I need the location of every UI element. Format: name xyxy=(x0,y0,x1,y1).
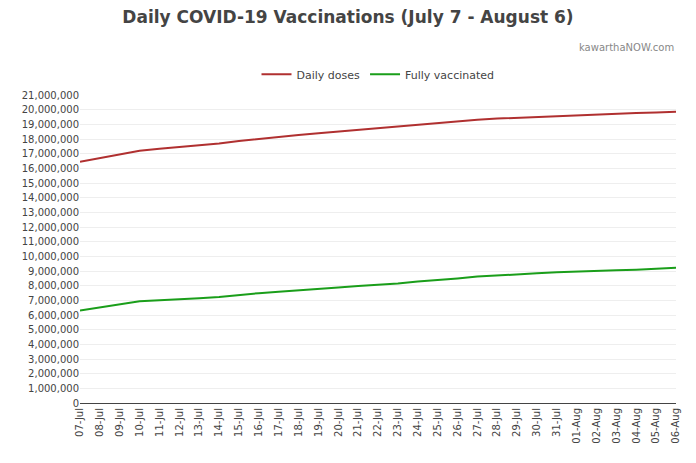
svg-text:01-Aug: 01-Aug xyxy=(571,408,582,444)
svg-text:06-Aug: 06-Aug xyxy=(670,408,681,444)
svg-text:kawarthaNOW.com: kawarthaNOW.com xyxy=(579,42,674,53)
svg-text:21,000,000: 21,000,000 xyxy=(22,90,79,101)
svg-text:7,000,000: 7,000,000 xyxy=(28,295,79,306)
svg-text:10-Jul: 10-Jul xyxy=(134,408,145,437)
svg-text:13,000,000: 13,000,000 xyxy=(22,207,79,218)
svg-text:1,000,000: 1,000,000 xyxy=(28,383,79,394)
svg-text:03-Aug: 03-Aug xyxy=(611,408,622,444)
svg-text:09-Jul: 09-Jul xyxy=(114,408,125,437)
svg-text:20-Jul: 20-Jul xyxy=(333,408,344,437)
svg-text:4,000,000: 4,000,000 xyxy=(28,339,79,350)
svg-text:02-Aug: 02-Aug xyxy=(591,408,602,444)
svg-text:10,000,000: 10,000,000 xyxy=(22,251,79,262)
svg-text:11-Jul: 11-Jul xyxy=(154,408,165,437)
svg-text:19-Jul: 19-Jul xyxy=(313,408,324,437)
svg-text:23-Jul: 23-Jul xyxy=(392,408,403,437)
svg-text:19,000,000: 19,000,000 xyxy=(22,119,79,130)
svg-text:18-Jul: 18-Jul xyxy=(293,408,304,437)
svg-text:17,000,000: 17,000,000 xyxy=(22,148,79,159)
svg-text:17-Jul: 17-Jul xyxy=(273,408,284,437)
svg-text:18,000,000: 18,000,000 xyxy=(22,134,79,145)
svg-text:12,000,000: 12,000,000 xyxy=(22,222,79,233)
svg-text:31-Jul: 31-Jul xyxy=(551,408,562,437)
svg-text:16-Jul: 16-Jul xyxy=(253,408,264,437)
svg-text:20,000,000: 20,000,000 xyxy=(22,104,79,115)
svg-text:21-Jul: 21-Jul xyxy=(352,408,363,437)
svg-text:04-Aug: 04-Aug xyxy=(631,408,642,444)
svg-text:12-Jul: 12-Jul xyxy=(174,408,185,437)
svg-text:22-Jul: 22-Jul xyxy=(372,408,383,437)
svg-text:07-Jul: 07-Jul xyxy=(74,408,85,437)
svg-text:2,000,000: 2,000,000 xyxy=(28,368,79,379)
svg-text:13-Jul: 13-Jul xyxy=(193,408,204,437)
svg-text:14-Jul: 14-Jul xyxy=(213,408,224,437)
svg-text:08-Jul: 08-Jul xyxy=(94,408,105,437)
svg-text:Daily COVID-19 Vaccinations (J: Daily COVID-19 Vaccinations (July 7 - Au… xyxy=(122,7,573,27)
svg-text:05-Aug: 05-Aug xyxy=(650,408,661,444)
svg-text:14,000,000: 14,000,000 xyxy=(22,192,79,203)
svg-text:0: 0 xyxy=(73,398,79,409)
svg-text:9,000,000: 9,000,000 xyxy=(28,266,79,277)
svg-text:15,000,000: 15,000,000 xyxy=(22,178,79,189)
svg-text:30-Jul: 30-Jul xyxy=(531,408,542,437)
svg-text:6,000,000: 6,000,000 xyxy=(28,310,79,321)
svg-text:24-Jul: 24-Jul xyxy=(412,408,423,437)
svg-text:29-Jul: 29-Jul xyxy=(511,408,522,437)
svg-text:Daily doses: Daily doses xyxy=(297,69,361,82)
svg-text:5,000,000: 5,000,000 xyxy=(28,324,79,335)
svg-text:11,000,000: 11,000,000 xyxy=(22,236,79,247)
svg-text:26-Jul: 26-Jul xyxy=(452,408,463,437)
svg-text:16,000,000: 16,000,000 xyxy=(22,163,79,174)
svg-text:Fully vaccinated: Fully vaccinated xyxy=(405,69,494,82)
svg-text:3,000,000: 3,000,000 xyxy=(28,354,79,365)
svg-text:25-Jul: 25-Jul xyxy=(432,408,443,437)
svg-text:8,000,000: 8,000,000 xyxy=(28,280,79,291)
svg-text:28-Jul: 28-Jul xyxy=(491,408,502,437)
svg-text:15-Jul: 15-Jul xyxy=(233,408,244,437)
svg-text:27-Jul: 27-Jul xyxy=(472,408,483,437)
